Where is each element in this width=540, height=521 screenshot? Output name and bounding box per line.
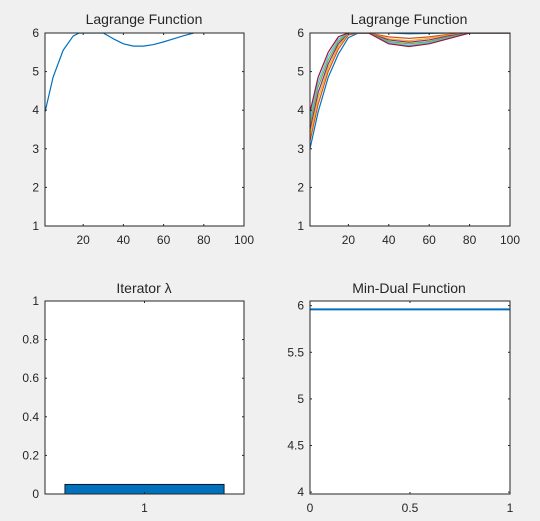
y-tick-label: 1 [32, 219, 39, 233]
y-tick-label: 0.2 [22, 448, 39, 462]
axes1-title: Lagrange Function [86, 11, 203, 27]
x-tick-label: 1 [141, 501, 148, 515]
axes-1-background [45, 33, 244, 226]
y-tick-label: 3 [297, 142, 304, 156]
series-line-1 [310, 33, 510, 149]
y-tick-label: 5 [32, 65, 39, 79]
y-tick-label: 4.5 [287, 439, 304, 453]
y-tick-label: 2 [32, 180, 39, 194]
y-tick-label: 5.5 [287, 345, 304, 359]
y-tick-label: 4 [297, 103, 304, 117]
y-tick-label: 6 [297, 26, 304, 40]
y-tick-label: 0.6 [22, 371, 39, 385]
x-tick-label: 20 [77, 233, 91, 247]
x-tick-label: 80 [197, 233, 211, 247]
axes2-title: Lagrange Function [351, 11, 468, 27]
y-tick-label: 1 [32, 294, 39, 308]
x-tick-label: 40 [117, 233, 131, 247]
y-tick-label: 2 [297, 180, 304, 194]
plot-area-3 [64, 483, 225, 494]
plot-area-1 [45, 33, 194, 113]
axes-3: 1 0 0.2 0.4 0.6 0.8 1 [22, 294, 245, 515]
x-tick-label: 20 [342, 233, 356, 247]
axes-2-background [310, 33, 510, 226]
y-tick-label: 5 [297, 65, 304, 79]
x-tick-label: 60 [157, 233, 171, 247]
y-tick-label: 4 [297, 485, 304, 499]
y-tick-label: 3 [32, 142, 39, 156]
y-tick-label: 6 [32, 26, 39, 40]
x-tick-label: 0.5 [402, 501, 419, 515]
x-tick-label: 100 [500, 233, 520, 247]
y-tick-label: 1 [297, 219, 304, 233]
x-tick-label: 80 [463, 233, 477, 247]
axes-2-box [309, 32, 511, 227]
axes-3-background [45, 301, 244, 494]
series-line-1 [45, 33, 194, 113]
axes-4-background [310, 301, 510, 494]
y-tick-label: 0 [32, 487, 39, 501]
y-tick-label: 0.4 [22, 410, 39, 424]
axes3-title: Iterator λ [116, 280, 171, 296]
axes-2: 20 40 60 80 100 1 2 3 4 5 6 [297, 26, 520, 247]
x-tick-label: 100 [234, 233, 254, 247]
axes-4: 0 0.5 1 4 4.5 5 5.5 6 [287, 299, 513, 515]
bar-1 [64, 483, 225, 494]
x-tick-label: 0 [307, 501, 314, 515]
x-tick-label: 40 [382, 233, 396, 247]
y-tick-label: 0.8 [22, 333, 39, 347]
axes4-title: Min-Dual Function [352, 280, 466, 296]
axes-1-box [44, 32, 245, 227]
x-tick-label: 60 [423, 233, 437, 247]
axes-1: 20 40 60 80 100 1 2 3 4 5 6 [32, 26, 254, 247]
y-tick-label: 6 [297, 299, 304, 313]
y-tick-label: 4 [32, 103, 39, 117]
series-line-7 [310, 33, 510, 113]
x-tick-label: 1 [507, 501, 514, 515]
y-tick-label: 5 [297, 392, 304, 406]
